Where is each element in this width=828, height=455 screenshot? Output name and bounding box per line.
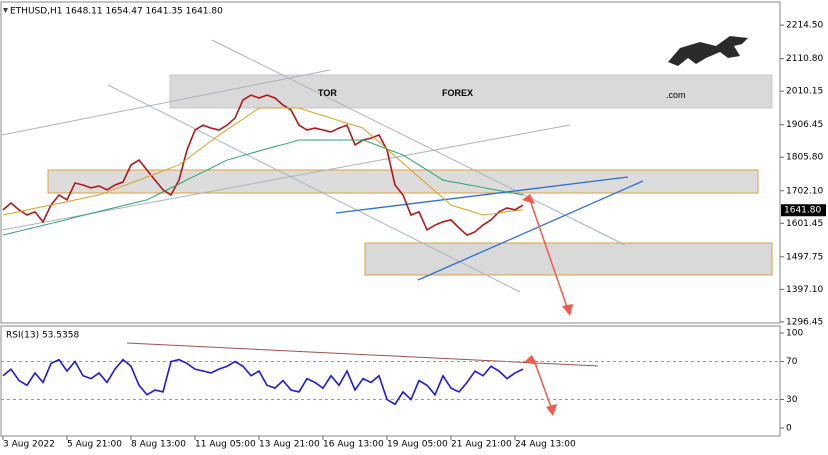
zone — [364, 242, 773, 276]
series-line — [2, 94, 524, 237]
y-tick-label: 1601.45 — [786, 219, 823, 229]
rsi-title: RSI(13) 53.5358 — [6, 331, 79, 341]
arrow — [529, 199, 569, 311]
logo-text: FOREX — [442, 88, 473, 98]
rsi-panel — [0, 325, 781, 437]
x-tick-label: 24 Aug 13:00 — [515, 440, 576, 450]
y-tick-label: 1906.45 — [786, 120, 823, 130]
y-tick-label: 0 — [786, 424, 792, 434]
y-tick-label: 1397.10 — [786, 285, 823, 295]
zone — [47, 169, 759, 194]
y-tick-label: 2214.50 — [786, 21, 823, 31]
trend-line — [335, 176, 629, 214]
x-tick-label: 5 Aug 21:00 — [67, 440, 122, 450]
x-tick-label: 16 Aug 13:00 — [323, 440, 384, 450]
series-line — [2, 107, 524, 216]
bull-icon — [668, 36, 748, 66]
y-tick-label: 1296.45 — [786, 317, 823, 327]
arrow-head — [562, 304, 573, 316]
arrow-head — [522, 194, 535, 204]
series-line — [2, 139, 524, 236]
x-tick-label: 21 Aug 21:00 — [451, 440, 512, 450]
annotations — [1, 39, 773, 416]
x-tick-label: 8 Aug 13:00 — [131, 440, 186, 450]
series-line — [2, 358, 524, 406]
title-icon — [3, 8, 8, 13]
chart-title: ETHUSD,H1 1648.11 1654.47 1641.35 1641.8… — [10, 7, 223, 17]
channel-line — [107, 84, 521, 293]
zone — [169, 74, 773, 109]
y-tick-label: 1702.10 — [786, 186, 823, 196]
y-tick-label: 2010.15 — [786, 87, 823, 97]
x-tick-label: 19 Aug 05:00 — [387, 440, 448, 450]
channel-line — [1, 69, 331, 136]
y-tick-label: 30 — [786, 395, 798, 405]
x-tick-label: 11 Aug 05:00 — [195, 440, 256, 450]
y-tick-label: 70 — [786, 357, 798, 367]
rsi-trend-line — [126, 342, 599, 367]
last-price-label: 1641.80 — [784, 206, 821, 216]
trend-line — [417, 180, 644, 281]
channel-line — [211, 39, 626, 246]
logo-text: TOR — [318, 88, 337, 98]
x-tick-label: 3 Aug 2022 — [3, 440, 55, 450]
y-tick-label: 1497.75 — [786, 252, 823, 262]
arrow-head — [546, 404, 557, 416]
y-tick-label: 100 — [786, 329, 803, 339]
y-tick-label: 2110.80 — [786, 54, 823, 64]
last-price-box — [781, 204, 826, 217]
arrow-head — [524, 355, 537, 365]
arrow — [533, 359, 553, 411]
x-tick-label: 13 Aug 21:00 — [259, 440, 320, 450]
logo: TOR FOREX .com — [318, 36, 748, 100]
y-tick-label: 1805.80 — [786, 153, 823, 163]
logo-text: .com — [666, 90, 686, 100]
